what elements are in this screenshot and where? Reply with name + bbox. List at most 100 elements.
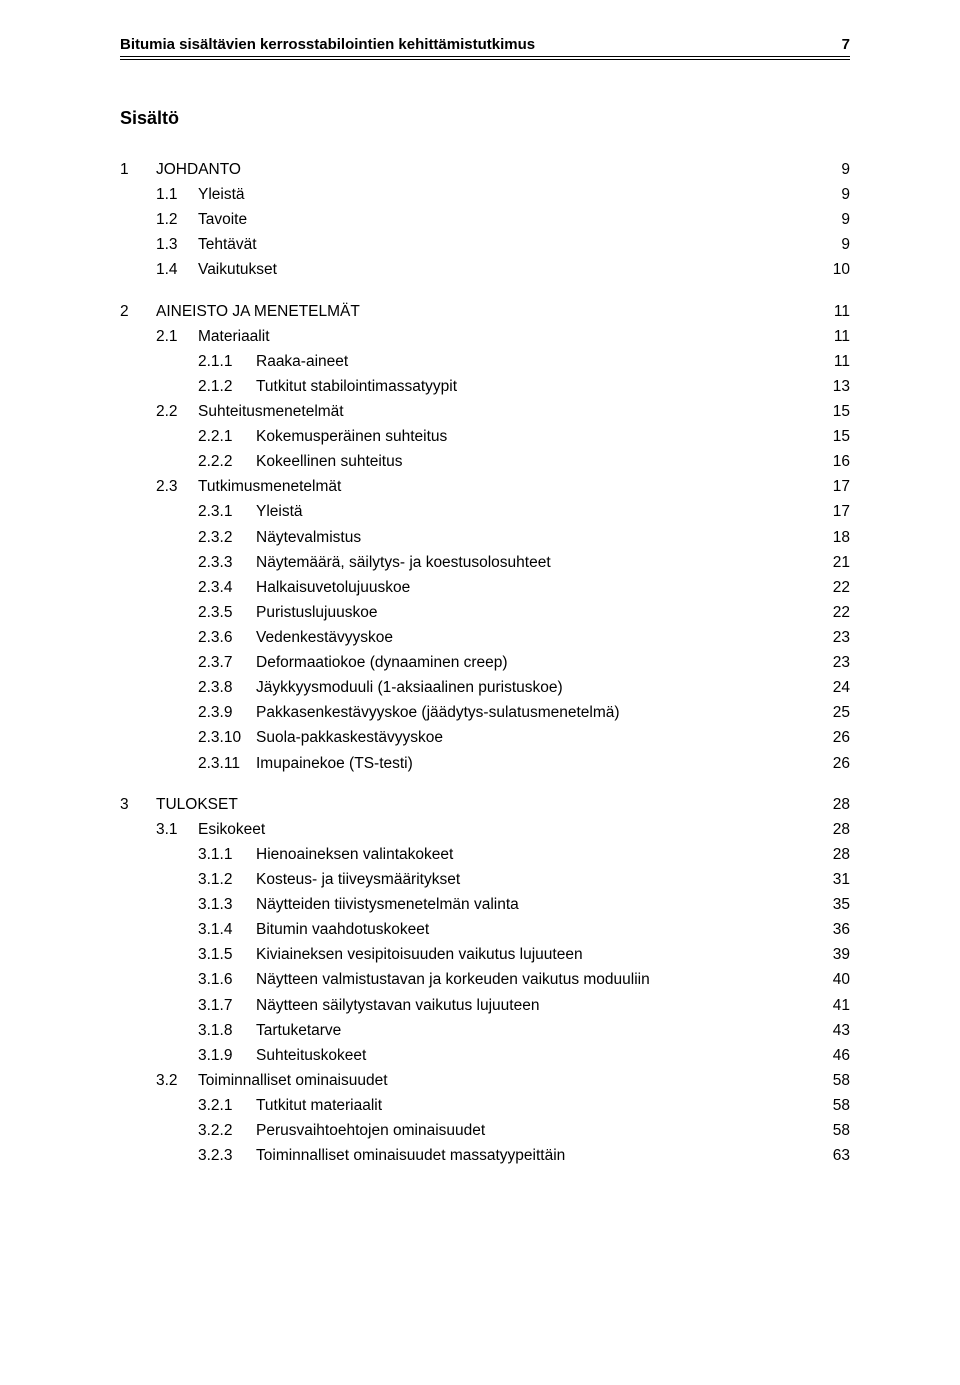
toc-entry-number: 1.1 <box>156 182 198 207</box>
toc-entry-page: 23 <box>804 625 850 650</box>
toc-entry-label: AINEISTO JA MENETELMÄT <box>156 299 804 324</box>
toc-entry-page: 24 <box>804 675 850 700</box>
toc-entry-number: 2.3.3 <box>198 550 256 575</box>
toc-entry-page: 23 <box>804 650 850 675</box>
toc-entry-label: Imupainekoe (TS-testi) <box>256 751 804 776</box>
toc-entry-page: 9 <box>804 207 850 232</box>
toc-entry-label: Toiminnalliset ominaisuudet <box>198 1068 804 1093</box>
toc-entry: 2.2Suhteitusmenetelmät15 <box>120 399 850 424</box>
toc-entry-label: Vaikutukset <box>198 257 804 282</box>
toc-entry-label: Yleistä <box>198 182 804 207</box>
toc-entry-page: 9 <box>804 157 850 182</box>
toc-entry-number: 2.3.10 <box>198 725 256 750</box>
toc-entry-label: Näytteen valmistustavan ja korkeuden vai… <box>256 967 804 992</box>
toc: 1JOHDANTO91.1Yleistä91.2Tavoite91.3Tehtä… <box>120 157 850 1168</box>
toc-entry-number: 2.3.8 <box>198 675 256 700</box>
toc-entry-number: 2.2.1 <box>198 424 256 449</box>
toc-entry-page: 11 <box>804 349 850 374</box>
toc-entry-page: 22 <box>804 600 850 625</box>
toc-entry-number: 1 <box>120 157 156 182</box>
toc-entry-label: Puristuslujuuskoe <box>256 600 804 625</box>
toc-entry-number: 3 <box>120 792 156 817</box>
toc-entry-label: Kosteus- ja tiiveysmääritykset <box>256 867 804 892</box>
toc-entry-number: 2.1.2 <box>198 374 256 399</box>
toc-entry-number: 3.1.6 <box>198 967 256 992</box>
toc-entry-page: 28 <box>804 842 850 867</box>
toc-entry-label: Näytemäärä, säilytys- ja koestusolosuhte… <box>256 550 804 575</box>
running-head-page-number: 7 <box>842 36 850 53</box>
toc-entry-number: 2.1 <box>156 324 198 349</box>
toc-entry: 2.1.2Tutkitut stabilointimassatyypit13 <box>120 374 850 399</box>
running-head-rule <box>120 59 850 60</box>
toc-entry-number: 2 <box>120 299 156 324</box>
toc-entry-label: Näytteiden tiivistysmenetelmän valinta <box>256 892 804 917</box>
toc-entry-number: 2.3.5 <box>198 600 256 625</box>
toc-entry-page: 28 <box>804 792 850 817</box>
toc-entry-page: 15 <box>804 399 850 424</box>
toc-entry-label: Tavoite <box>198 207 804 232</box>
toc-entry-page: 22 <box>804 575 850 600</box>
toc-entry-label: Tutkimusmenetelmät <box>198 474 804 499</box>
toc-entry: 3.1.8Tartuketarve43 <box>120 1018 850 1043</box>
toc-entry-label: Kokeellinen suhteitus <box>256 449 804 474</box>
toc-entry-label: Tartuketarve <box>256 1018 804 1043</box>
toc-entry-number: 3.1.8 <box>198 1018 256 1043</box>
toc-entry-page: 36 <box>804 917 850 942</box>
toc-entry-page: 39 <box>804 942 850 967</box>
toc-entry: 2.2.2Kokeellinen suhteitus16 <box>120 449 850 474</box>
toc-entry: 2.3.9Pakkasenkestävyyskoe (jäädytys-sula… <box>120 700 850 725</box>
toc-entry-label: Kokemusperäinen suhteitus <box>256 424 804 449</box>
toc-entry-number: 3.1.2 <box>198 867 256 892</box>
toc-entry-number: 3.1.3 <box>198 892 256 917</box>
toc-entry-page: 17 <box>804 499 850 524</box>
toc-entry-page: 11 <box>804 324 850 349</box>
running-head: Bitumia sisältävien kerrosstabilointien … <box>120 36 850 57</box>
toc-entry-label: Esikokeet <box>198 817 804 842</box>
toc-entry-label: Kiviaineksen vesipitoisuuden vaikutus lu… <box>256 942 804 967</box>
toc-entry-number: 3.2.2 <box>198 1118 256 1143</box>
toc-entry-label: Näytteen säilytystavan vaikutus lujuutee… <box>256 993 804 1018</box>
toc-entry: 3.2Toiminnalliset ominaisuudet58 <box>120 1068 850 1093</box>
toc-entry-number: 2.3.1 <box>198 499 256 524</box>
toc-entry: 2AINEISTO JA MENETELMÄT11 <box>120 299 850 324</box>
toc-entry: 1.1Yleistä9 <box>120 182 850 207</box>
toc-entry: 2.3.3Näytemäärä, säilytys- ja koestusolo… <box>120 550 850 575</box>
toc-entry-page: 35 <box>804 892 850 917</box>
toc-entry-label: Tehtävät <box>198 232 804 257</box>
toc-entry-number: 2.2 <box>156 399 198 424</box>
toc-entry-page: 11 <box>804 299 850 324</box>
toc-entry-label: Raaka-aineet <box>256 349 804 374</box>
toc-entry: 3.1.9Suhteituskokeet46 <box>120 1043 850 1068</box>
toc-entry: 3.1.2Kosteus- ja tiiveysmääritykset31 <box>120 867 850 892</box>
toc-entry-page: 40 <box>804 967 850 992</box>
toc-entry: 3TULOKSET28 <box>120 792 850 817</box>
toc-entry: 3.1.4Bitumin vaahdotuskokeet36 <box>120 917 850 942</box>
page: Bitumia sisältävien kerrosstabilointien … <box>0 0 960 1385</box>
toc-entry: 2.3.6Vedenkestävyyskoe23 <box>120 625 850 650</box>
toc-entry-number: 2.3.2 <box>198 525 256 550</box>
toc-entry-page: 17 <box>804 474 850 499</box>
toc-entry-page: 58 <box>804 1068 850 1093</box>
toc-entry-label: TULOKSET <box>156 792 804 817</box>
toc-entry-label: Tutkitut materiaalit <box>256 1093 804 1118</box>
toc-entry-number: 2.3.7 <box>198 650 256 675</box>
toc-entry-label: Halkaisuvetolujuuskoe <box>256 575 804 600</box>
toc-entry-page: 13 <box>804 374 850 399</box>
toc-entry: 3.1.7Näytteen säilytystavan vaikutus luj… <box>120 993 850 1018</box>
toc-entry-number: 2.3.9 <box>198 700 256 725</box>
toc-entry: 2.1Materiaalit11 <box>120 324 850 349</box>
toc-entry-page: 16 <box>804 449 850 474</box>
toc-entry-label: Jäykkyysmoduuli (1-aksiaalinen puristusk… <box>256 675 804 700</box>
toc-entry-label: Suola-pakkaskestävyyskoe <box>256 725 804 750</box>
toc-entry-page: 10 <box>804 257 850 282</box>
toc-entry-label: Näytevalmistus <box>256 525 804 550</box>
toc-entry-page: 43 <box>804 1018 850 1043</box>
toc-entry-page: 46 <box>804 1043 850 1068</box>
toc-entry: 3.1Esikokeet28 <box>120 817 850 842</box>
toc-entry-label: Hienoaineksen valintakokeet <box>256 842 804 867</box>
toc-entry-label: Suhteituskokeet <box>256 1043 804 1068</box>
toc-entry: 1.2Tavoite9 <box>120 207 850 232</box>
toc-entry-page: 15 <box>804 424 850 449</box>
toc-entry: 2.3.2Näytevalmistus18 <box>120 525 850 550</box>
running-head-title: Bitumia sisältävien kerrosstabilointien … <box>120 36 535 53</box>
